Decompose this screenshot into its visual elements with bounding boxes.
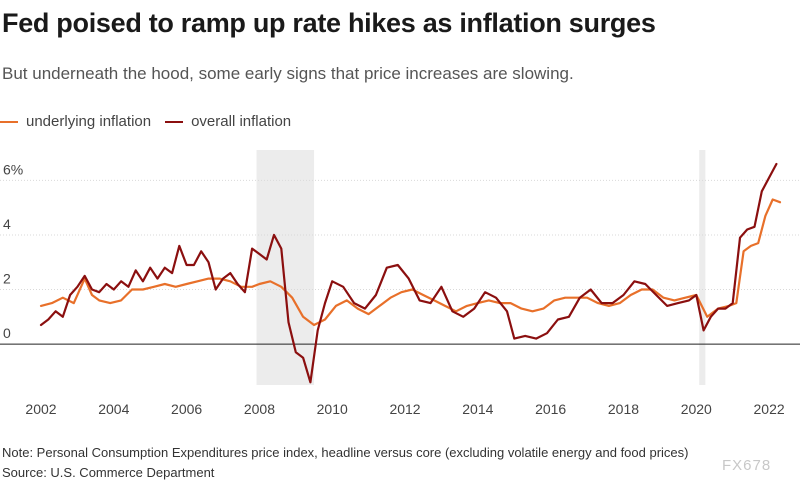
x-tick-label: 2022: [754, 401, 785, 417]
line-chart: 0 2 4 6% 2002 2004 2006 2008 2010 2012 2014 2016 201…: [0, 150, 800, 417]
x-tick-label: 2004: [98, 401, 129, 417]
y-tick-label: 0: [3, 325, 11, 341]
source-line: Source: U.S. Commerce Department: [2, 465, 215, 480]
x-tick-label: 2002: [25, 401, 56, 417]
footnote: Note: Personal Consumption Expenditures …: [2, 445, 689, 460]
series-line-overall: [39, 162, 778, 384]
x-tick-label: 2012: [389, 401, 420, 417]
recession-band-1: [699, 150, 706, 385]
x-tick-label: 2020: [681, 401, 712, 417]
legend-item-underlying: underlying inflation: [0, 113, 151, 130]
x-tick-label: 2008: [244, 401, 275, 417]
recession-band-0: [256, 150, 315, 385]
watermark-logo: FX678: [722, 457, 772, 474]
legend-label-underlying: underlying inflation: [26, 113, 152, 130]
series-line-underlying: [39, 198, 782, 327]
legend-item-overall: overall inflation: [165, 113, 291, 130]
x-tick-label: 2014: [462, 401, 493, 417]
legend-swatch-overall: [165, 120, 184, 123]
legend: underlying inflation overall inflation: [0, 113, 291, 130]
x-tick-label: 2018: [608, 401, 639, 417]
chart-title: Fed poised to ramp up rate hikes as infl…: [2, 8, 656, 38]
legend-swatch-underlying: [0, 120, 18, 123]
x-tick-label: 2010: [317, 401, 348, 417]
x-tick-label: 2006: [171, 401, 202, 417]
legend-label-overall: overall inflation: [191, 113, 292, 130]
chart-subtitle: But underneath the hood, some early sign…: [2, 64, 574, 83]
y-tick-label: 4: [3, 216, 11, 232]
y-tick-label: 6%: [3, 161, 23, 177]
y-tick-label: 2: [3, 271, 11, 287]
x-tick-label: 2016: [535, 401, 566, 417]
